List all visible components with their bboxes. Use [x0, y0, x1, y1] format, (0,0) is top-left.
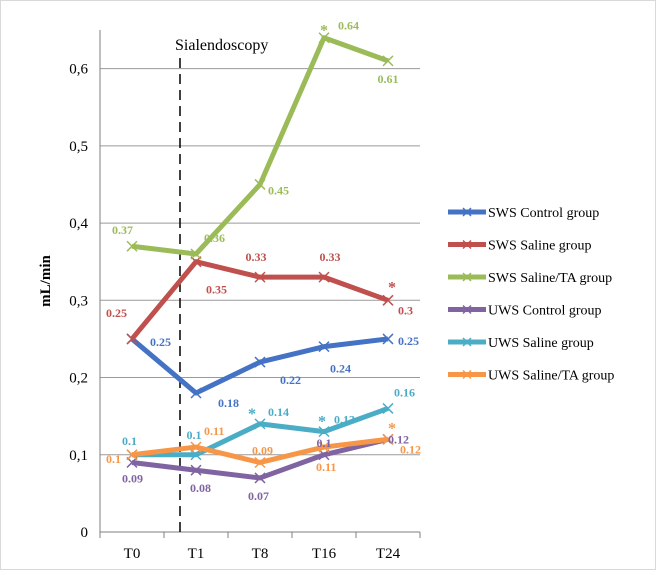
- data-point: [382, 294, 394, 306]
- series-layer: [126, 32, 394, 484]
- data-point: [190, 464, 202, 476]
- data-point: [382, 55, 394, 67]
- legend-marker: [462, 304, 472, 315]
- legend: SWS Control group SWS Saline group SWS Sal…: [448, 206, 614, 384]
- data-label: 0.16: [394, 385, 415, 399]
- data-label: 0.3: [398, 303, 413, 317]
- data-label: 0.36: [204, 231, 225, 245]
- data-label: 0.09: [122, 471, 143, 485]
- data-point: [382, 433, 394, 445]
- x-tick-label: T24: [376, 546, 401, 562]
- data-point: [318, 426, 330, 438]
- y-tick-label: 0: [81, 525, 89, 541]
- y-tick-label: 0,1: [69, 448, 88, 464]
- data-point: [382, 402, 394, 414]
- data-label: 0.13: [334, 413, 355, 427]
- legend-label: UWS Saline/TA group: [488, 369, 614, 384]
- data-point: [318, 32, 330, 44]
- legend-label: UWS Saline group: [488, 336, 594, 351]
- data-label: 0.1: [187, 428, 202, 442]
- data-label: 0.07: [248, 489, 269, 503]
- y-tick-label: 0,3: [69, 293, 88, 309]
- x-tick-label: T0: [124, 546, 141, 562]
- data-label: 0.09: [252, 443, 273, 457]
- y-tick-label: 0,4: [69, 216, 88, 232]
- data-point: [190, 441, 202, 453]
- data-label: 0.61: [378, 72, 399, 86]
- data-label: 0.35: [206, 283, 227, 297]
- data-label: 0.1: [106, 452, 121, 466]
- data-label: 0.14: [268, 405, 289, 419]
- legend-marker: [462, 369, 472, 380]
- data-point: [190, 387, 202, 399]
- data-point: [318, 341, 330, 353]
- y-tick-label: 0,5: [69, 139, 88, 155]
- data-label: 0.37: [112, 223, 133, 237]
- significance-star: *: [388, 279, 396, 296]
- data-label: 0.08: [190, 481, 211, 495]
- data-point: [318, 441, 330, 453]
- data-label: 0.25: [106, 306, 127, 320]
- data-label: 0.25: [150, 335, 171, 349]
- axes: 0 0,1 0,2 0,3 0,4 0,5 0,6 T0 T1 T8 T16 T24 mL/min: [38, 30, 421, 562]
- data-label: 0.11: [316, 460, 336, 474]
- data-point: [382, 333, 394, 345]
- y-tick-label: 0,2: [69, 371, 88, 387]
- data-label: 0.22: [280, 373, 301, 387]
- data-label: 0.33: [246, 250, 267, 264]
- legend-marker: [462, 272, 472, 282]
- data-point: [126, 240, 138, 252]
- significance-star: *: [248, 406, 256, 423]
- data-label: 0.18: [218, 396, 239, 410]
- sialendoscopy-label: Sialendoscopy: [175, 37, 268, 54]
- data-label: 0.11: [204, 424, 224, 438]
- data-point: [126, 333, 138, 345]
- significance-star: *: [320, 23, 328, 40]
- data-point: [254, 271, 266, 283]
- data-label: 0.1: [317, 436, 332, 450]
- data-label: 0.1: [122, 434, 137, 448]
- data-point: [254, 178, 266, 190]
- data-label: 0.33: [320, 250, 341, 264]
- data-label: 0.12: [388, 432, 409, 446]
- annotation-layer: Sialendoscopy: [175, 37, 268, 532]
- data-labels: 0.250.180.220.240.250.250.350.33 0.330.3*…: [106, 19, 421, 503]
- data-label: 0.45: [268, 183, 289, 197]
- data-point: [254, 418, 266, 430]
- data-point: [318, 271, 330, 283]
- y-tick-label: 0,6: [69, 62, 88, 78]
- significance-star: *: [388, 420, 396, 437]
- data-label: 0.12: [400, 442, 421, 456]
- significance-star: *: [318, 414, 326, 431]
- legend-label: UWS Control group: [488, 304, 602, 319]
- data-label: 0.25: [398, 334, 419, 348]
- legend-label: SWS Control group: [488, 206, 599, 221]
- legend-marker: [462, 239, 472, 250]
- x-tick-label: T16: [312, 546, 337, 562]
- data-label: 0.64: [338, 19, 359, 33]
- data-point: [190, 248, 202, 260]
- data-point: [254, 456, 266, 469]
- legend-label: SWS Saline/TA group: [488, 271, 612, 286]
- legend-marker: [462, 337, 472, 347]
- legend-marker: [462, 207, 472, 217]
- data-label: 0.24: [330, 362, 351, 376]
- x-tick-label: T8: [252, 546, 269, 562]
- data-point: [126, 449, 138, 461]
- y-axis-title: mL/min: [38, 255, 54, 307]
- data-point: [254, 356, 266, 368]
- data-point: [254, 472, 266, 484]
- x-tick-label: T1: [188, 546, 205, 562]
- legend-label: SWS Saline group: [488, 239, 591, 254]
